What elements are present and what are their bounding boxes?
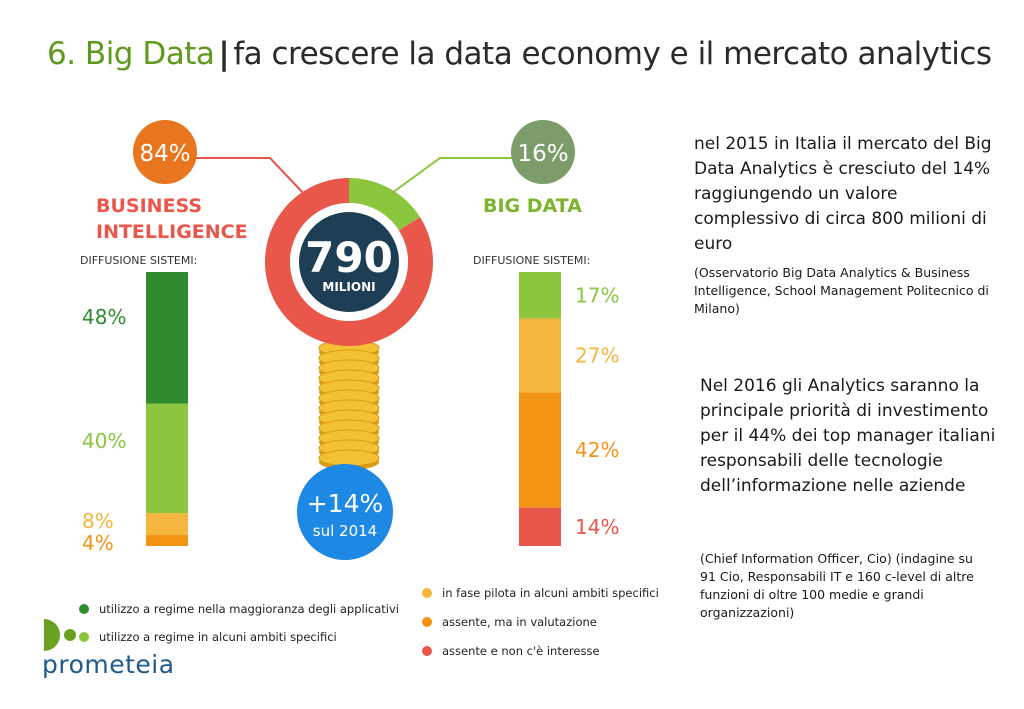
bi-bar-segment-regime_maggioranza	[146, 272, 188, 404]
bi-segment-label-valutazione: 4%	[82, 531, 114, 555]
bi-bar-segment-regime_alcuni	[146, 403, 188, 514]
donut-slice-business-intelligence	[265, 178, 434, 346]
bi-segment-label-regime_maggioranza: 48%	[82, 305, 126, 329]
center-unit: MILIONI	[322, 280, 375, 294]
bi-bar-segment-valutazione	[146, 535, 188, 546]
prometeia-logo-text: prometeia	[42, 650, 175, 679]
market-source-text: (Osservatorio Big Data Analytics & Busin…	[694, 265, 989, 316]
slide-title: 6. Big Data | fa crescere la data economy …	[47, 36, 992, 72]
bigdata-label: BIG DATA	[483, 195, 582, 217]
donut-slice-big-data	[349, 178, 420, 231]
bigdata-segment-label-regime_alcuni: 17%	[575, 283, 619, 307]
legend-dot-non_interesse	[422, 646, 432, 656]
priority-investment-text: Nel 2016 gli Analytics saranno la princi…	[700, 376, 996, 496]
bi-bar-segment-pilota	[146, 513, 188, 536]
growth-value: +14%	[307, 489, 384, 518]
bi-share-value: 84%	[139, 141, 190, 167]
bi-segment-label-regime_alcuni: 40%	[82, 429, 126, 453]
bi-segment-label-pilota: 8%	[82, 509, 114, 533]
bigdata-share-value: 16%	[517, 141, 568, 167]
growth-label: sul 2014	[313, 522, 377, 540]
bigdata-bar-segment-non_interesse	[519, 507, 561, 546]
bigdata-share-bubble	[511, 120, 575, 184]
bigdata-segment-label-valutazione: 42%	[575, 438, 619, 462]
growth-bubble	[297, 464, 393, 560]
legend-label-non_interesse: assente e non c'è interesse	[442, 644, 600, 658]
bigdata-connector	[387, 157, 512, 197]
coin-face	[318, 449, 380, 467]
legend-label-regime_maggioranza: utilizzo a regime nella maggioranza degl…	[99, 602, 399, 616]
bi-label-line1: BUSINESS	[96, 195, 202, 217]
legend-label-valutazione: assente, ma in valutazione	[442, 615, 597, 629]
bi-share-bubble	[133, 120, 197, 184]
center-value: 790	[305, 233, 393, 282]
bigdata-segment-label-pilota: 27%	[575, 344, 619, 368]
bigdata-bar-segment-regime_alcuni	[519, 272, 561, 319]
bi-diffusion-label: DIFFUSIONE SISTEMI:	[80, 254, 197, 267]
legend-dot-pilota	[422, 588, 432, 598]
donut-center	[299, 212, 399, 312]
legend-dot-regime_maggioranza	[79, 604, 89, 614]
survey-source-text: (Chief Information Officer, Cio) (indagi…	[700, 551, 974, 620]
legend-dot-regime_alcuni	[79, 632, 89, 642]
bigdata-bar-segment-pilota	[519, 318, 561, 393]
bi-connector	[196, 157, 307, 197]
legend-label-regime_alcuni: utilizzo a regime in alcuni ambiti speci…	[99, 630, 337, 644]
bigdata-bar-segment-valutazione	[519, 392, 561, 508]
legend-dot-valutazione	[422, 617, 432, 627]
bigdata-diffusion-label: DIFFUSIONE SISTEMI:	[473, 254, 590, 267]
bigdata-segment-label-non_interesse: 14%	[575, 515, 619, 539]
title-separator: |	[218, 36, 230, 72]
bi-label-line2: INTELLIGENCE	[96, 221, 248, 243]
prometeia-logo-icon	[44, 619, 76, 651]
legend-label-pilota: in fase pilota in alcuni ambiti specific…	[442, 586, 659, 600]
market-growth-text: nel 2015 in Italia il mercato del Big Da…	[694, 134, 992, 254]
title-rest: fa crescere la data economy e il mercato…	[233, 36, 992, 72]
title-accent: 6. Big Data	[47, 36, 215, 72]
